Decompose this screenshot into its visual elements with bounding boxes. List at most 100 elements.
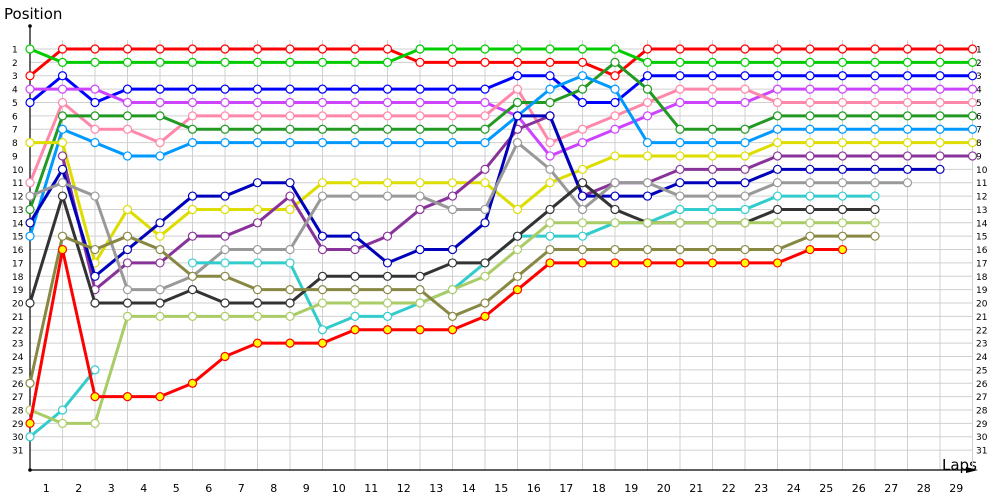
svg-text:25: 25 (976, 366, 987, 376)
svg-text:17: 17 (559, 482, 573, 495)
svg-text:8: 8 (270, 482, 277, 495)
svg-text:30: 30 (12, 433, 24, 443)
svg-text:18: 18 (12, 273, 24, 283)
svg-text:11: 11 (364, 482, 378, 495)
svg-text:14: 14 (12, 219, 24, 229)
series-green (25, 44, 978, 67)
svg-text:29: 29 (949, 482, 963, 495)
svg-text:11: 11 (12, 179, 23, 189)
svg-text:19: 19 (624, 482, 638, 495)
svg-text:24: 24 (787, 482, 801, 495)
svg-text:18: 18 (592, 482, 606, 495)
svg-text:3: 3 (12, 72, 18, 82)
svg-text:31: 31 (976, 447, 987, 457)
svg-text:16: 16 (976, 246, 988, 256)
svg-text:27: 27 (976, 393, 987, 403)
svg-text:26: 26 (12, 380, 24, 390)
svg-text:7: 7 (238, 482, 245, 495)
svg-text:14: 14 (976, 219, 988, 229)
series-red (25, 44, 978, 81)
svg-text:20: 20 (976, 300, 988, 310)
tick-labels: 1234567891011121314151617181920212223242… (12, 46, 988, 496)
svg-text:17: 17 (12, 259, 23, 269)
series-lines (25, 44, 978, 442)
svg-text:8: 8 (976, 139, 982, 149)
svg-text:20: 20 (12, 300, 24, 310)
svg-text:6: 6 (976, 112, 982, 122)
svg-text:2: 2 (12, 59, 18, 69)
svg-text:11: 11 (976, 179, 987, 189)
svg-text:1: 1 (43, 482, 50, 495)
svg-text:26: 26 (976, 380, 988, 390)
svg-text:1: 1 (976, 46, 982, 56)
series-pink (25, 84, 978, 188)
svg-text:31: 31 (12, 447, 23, 457)
svg-text:28: 28 (976, 406, 988, 416)
series-blue (25, 71, 978, 108)
svg-text:9: 9 (12, 152, 18, 162)
svg-text:10: 10 (976, 166, 988, 176)
svg-text:13: 13 (429, 482, 443, 495)
svg-text:4: 4 (140, 482, 147, 495)
svg-text:21: 21 (689, 482, 703, 495)
series-skyblue (25, 71, 978, 241)
svg-text:9: 9 (976, 152, 982, 162)
series-violet (25, 84, 978, 161)
series-darkgreen (25, 57, 978, 215)
svg-text:2: 2 (976, 59, 982, 69)
svg-text:23: 23 (754, 482, 768, 495)
series-gray (25, 137, 913, 295)
svg-text:2: 2 (75, 482, 82, 495)
svg-text:5: 5 (976, 99, 982, 109)
svg-text:28: 28 (12, 406, 24, 416)
svg-text:5: 5 (173, 482, 180, 495)
svg-text:16: 16 (527, 482, 541, 495)
svg-text:26: 26 (852, 482, 866, 495)
svg-text:15: 15 (12, 233, 23, 243)
svg-text:15: 15 (976, 233, 987, 243)
svg-text:12: 12 (397, 482, 411, 495)
svg-text:12: 12 (976, 193, 987, 203)
svg-text:22: 22 (722, 482, 736, 495)
svg-text:13: 13 (976, 206, 987, 216)
svg-text:23: 23 (976, 340, 987, 350)
svg-text:10: 10 (12, 166, 24, 176)
svg-text:17: 17 (976, 259, 987, 269)
svg-text:14: 14 (462, 482, 476, 495)
svg-text:29: 29 (976, 420, 988, 430)
svg-text:19: 19 (976, 286, 988, 296)
svg-text:28: 28 (917, 482, 931, 495)
svg-text:27: 27 (884, 482, 898, 495)
svg-text:12: 12 (12, 193, 23, 203)
svg-text:22: 22 (12, 326, 23, 336)
svg-text:4: 4 (12, 86, 18, 96)
svg-text:7: 7 (976, 126, 982, 136)
series-lightgreen (25, 218, 880, 428)
svg-text:25: 25 (12, 366, 23, 376)
svg-text:18: 18 (976, 273, 988, 283)
svg-text:4: 4 (976, 86, 982, 96)
svg-text:3: 3 (108, 482, 115, 495)
series-yellow (25, 137, 978, 268)
svg-text:7: 7 (12, 126, 18, 136)
series-red2 (25, 244, 848, 428)
svg-text:16: 16 (12, 246, 24, 256)
svg-text:13: 13 (12, 206, 23, 216)
svg-text:6: 6 (205, 482, 212, 495)
svg-text:10: 10 (332, 482, 346, 495)
y-axis-title: Position (4, 5, 63, 23)
svg-text:21: 21 (976, 313, 987, 323)
svg-text:22: 22 (976, 326, 987, 336)
svg-text:30: 30 (976, 433, 988, 443)
svg-text:9: 9 (303, 482, 310, 495)
svg-text:19: 19 (12, 286, 24, 296)
series-navy (25, 111, 945, 281)
svg-text:24: 24 (12, 353, 24, 363)
svg-text:25: 25 (819, 482, 833, 495)
svg-text:15: 15 (494, 482, 508, 495)
svg-text:1: 1 (12, 46, 18, 56)
svg-text:21: 21 (12, 313, 23, 323)
svg-text:23: 23 (12, 340, 23, 350)
